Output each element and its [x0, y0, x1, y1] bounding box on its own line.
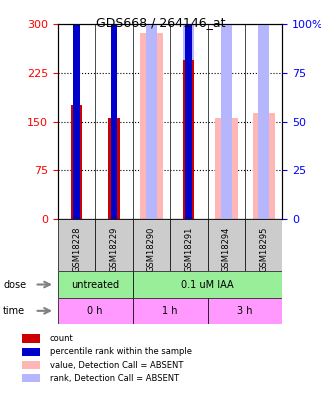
Text: GDS668 / 264146_at: GDS668 / 264146_at	[96, 16, 225, 29]
FancyBboxPatch shape	[95, 219, 133, 271]
Text: GSM18228: GSM18228	[72, 227, 81, 272]
Text: GSM18294: GSM18294	[222, 227, 231, 272]
Text: dose: dose	[3, 279, 26, 290]
FancyBboxPatch shape	[208, 298, 282, 324]
Text: rank, Detection Call = ABSENT: rank, Detection Call = ABSENT	[49, 374, 179, 383]
FancyBboxPatch shape	[133, 298, 208, 324]
Bar	[215, 118, 238, 219]
Text: value, Detection Call = ABSENT: value, Detection Call = ABSENT	[49, 360, 183, 369]
Text: GSM18229: GSM18229	[109, 227, 118, 272]
Bar	[22, 335, 40, 343]
Text: count: count	[49, 334, 73, 343]
FancyBboxPatch shape	[58, 271, 133, 298]
Text: GSM18291: GSM18291	[184, 227, 193, 272]
Bar	[146, 0, 157, 219]
Text: percentile rank within the sample: percentile rank within the sample	[49, 347, 192, 356]
Bar	[186, 0, 192, 219]
Text: 0.1 uM IAA: 0.1 uM IAA	[181, 279, 234, 290]
FancyBboxPatch shape	[170, 219, 208, 271]
Bar	[253, 113, 275, 219]
Bar	[22, 361, 40, 369]
Bar	[108, 118, 119, 219]
FancyBboxPatch shape	[133, 219, 170, 271]
FancyBboxPatch shape	[133, 271, 282, 298]
FancyBboxPatch shape	[245, 219, 282, 271]
Bar	[71, 105, 82, 219]
Bar	[22, 374, 40, 382]
Bar	[22, 347, 40, 356]
Bar	[183, 60, 195, 219]
FancyBboxPatch shape	[58, 298, 133, 324]
Bar	[258, 0, 269, 219]
FancyBboxPatch shape	[58, 219, 95, 271]
Text: 3 h: 3 h	[237, 306, 253, 316]
Bar	[183, 0, 195, 219]
Text: 0 h: 0 h	[88, 306, 103, 316]
Text: untreated: untreated	[71, 279, 119, 290]
Text: 1 h: 1 h	[162, 306, 178, 316]
Text: GSM18295: GSM18295	[259, 227, 268, 272]
Bar	[221, 0, 232, 219]
Bar	[73, 0, 80, 219]
Text: GSM18290: GSM18290	[147, 227, 156, 272]
Bar	[110, 0, 117, 219]
FancyBboxPatch shape	[208, 219, 245, 271]
Text: time: time	[3, 306, 25, 316]
Bar	[140, 33, 163, 219]
